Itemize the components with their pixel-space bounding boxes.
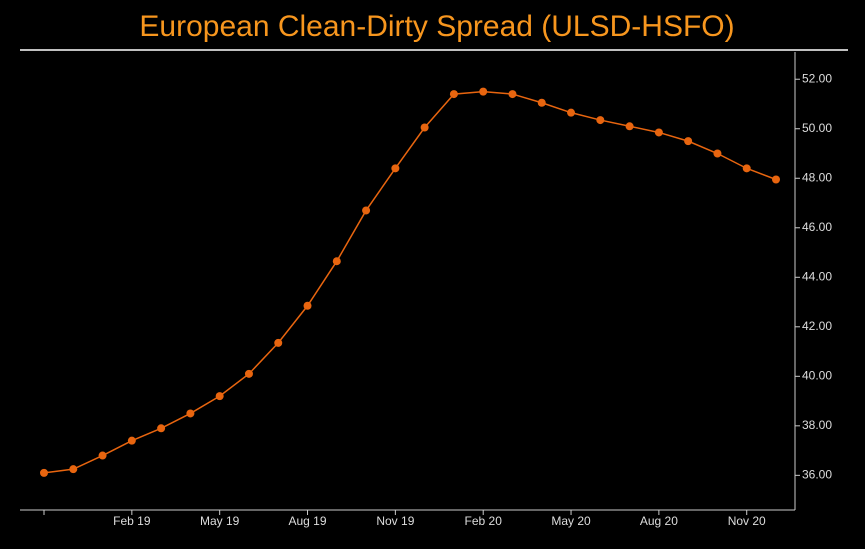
y-tick-label: 46.00 [802,220,832,234]
x-tick-label: Feb 19 [113,514,151,528]
y-tick-label: 38.00 [802,418,832,432]
point [596,116,605,125]
point [684,137,693,146]
line [43,90,777,474]
y-tick-label: 44.00 [802,269,832,283]
point [449,90,458,99]
point [654,128,663,137]
point [742,164,751,173]
point [303,301,312,310]
x-tick-label: Aug 20 [640,514,678,528]
chart-title: European Clean-Dirty Spread (ULSD-HSFO) [139,10,734,43]
point [567,108,576,117]
point [274,338,283,347]
y-tick-label: 40.00 [802,368,832,382]
point [625,122,634,131]
y-tick-label: 50.00 [802,121,832,135]
y-tick-label: 52.00 [802,71,832,85]
x-tick-label: May 20 [551,514,591,528]
point [215,392,224,401]
point [98,451,107,460]
point [772,175,780,184]
point [479,87,488,96]
x-tick-label: Aug 19 [288,514,326,528]
point [244,369,253,378]
point [69,465,78,474]
x-tick-label: Nov 19 [376,514,414,528]
point [391,164,400,173]
x-tick-label: Nov 20 [728,514,766,528]
point [127,436,136,445]
point [40,468,48,477]
x-tick-label: May 19 [200,514,240,528]
x-tick-label: Feb 20 [465,514,503,528]
point [332,257,341,266]
point [537,98,546,107]
y-tick-label: 36.00 [802,468,832,482]
y-tick-label: 48.00 [802,170,832,184]
y-tick-label: 42.00 [802,319,832,333]
point [713,149,722,158]
point [157,424,166,433]
point [508,90,517,99]
point [186,409,195,418]
point [420,123,429,132]
point [362,206,371,215]
